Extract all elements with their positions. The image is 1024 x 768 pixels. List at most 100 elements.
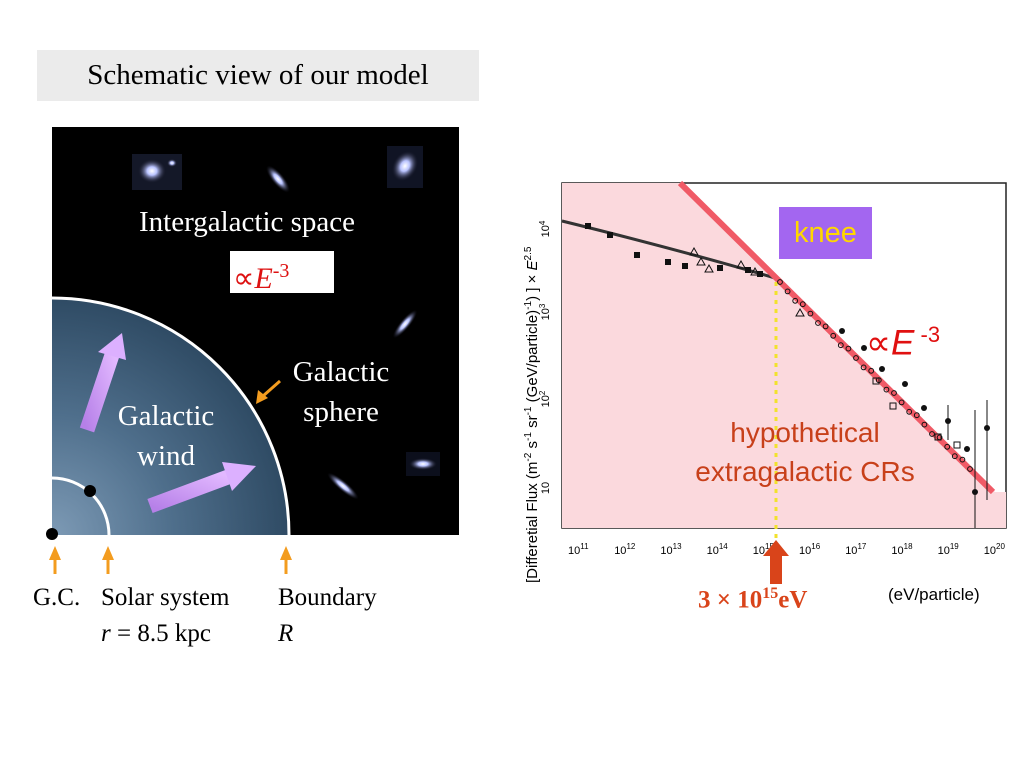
data-point: [959, 456, 966, 463]
ylabel-exp: -1: [523, 406, 534, 416]
data-point: [929, 431, 935, 437]
energy-unit-label: (eV/particle): [888, 585, 980, 604]
data-point: [795, 307, 805, 317]
energy-exponent: 15: [762, 585, 779, 602]
data-point: [822, 323, 829, 330]
data-point: [839, 328, 845, 334]
x-tick-label: 1019: [938, 542, 960, 557]
x-tick-label: 1012: [614, 542, 636, 557]
x-axis-ticks: 1011 1012 1013 1014 1015 1016 1017 1018 1019 1020: [568, 542, 1005, 557]
x-tick-label: 1015: [753, 542, 775, 557]
galactic-sphere-boundary: [51, 296, 291, 536]
ylabel-exp: 2.5: [523, 246, 534, 261]
galactic-sphere-line-2: sphere: [303, 396, 379, 428]
y-axis-label: [Differetial Flux (m-2 s-1 sr-1 (GeV/par…: [523, 247, 541, 583]
data-point: [736, 259, 746, 269]
wind-arrow-right: [147, 462, 256, 514]
radius-value: = 8.5 kpc: [110, 620, 211, 647]
galactic-sphere-line-1: Galactic: [292, 356, 390, 388]
x-tick-label: 1017: [845, 542, 867, 557]
intergalactic-power-law-box: ∝E-3: [230, 251, 334, 295]
data-point: [750, 266, 760, 276]
ylabel-exp: -2: [523, 452, 534, 462]
wind-arrow-up: [79, 333, 126, 433]
data-point: [883, 386, 890, 393]
ylabel-main: [Differetial Flux (m: [524, 461, 541, 583]
galaxy-icon: [266, 165, 290, 193]
galactic-center-dot: [46, 528, 58, 540]
galactic-wind-line-1: Galactic: [117, 400, 215, 432]
x-tick-label: 1020: [984, 542, 1006, 557]
data-point: [717, 265, 723, 271]
boundary-label: Boundary: [278, 584, 377, 611]
ylabel-exp: -1: [523, 432, 534, 441]
y-tick-label: 10: [540, 482, 552, 494]
x-tick-label: 1011: [568, 542, 589, 557]
spectrum-plot: 104 103 102 10 1011 1012 1013 1014 1015 1016 1017…: [538, 180, 1007, 557]
y-tick-label: 103: [538, 303, 552, 320]
data-point: [944, 443, 951, 450]
data-point: [953, 441, 961, 449]
gc-label: G.C.: [33, 584, 81, 611]
data-point: [815, 320, 821, 326]
data-point: [868, 367, 875, 374]
boundary-symbol: R: [278, 620, 293, 648]
data-point: [921, 421, 928, 428]
boundary-marker-arrow: [280, 546, 292, 574]
galaxy-icon: [406, 452, 440, 476]
knee-label: knee: [779, 207, 872, 259]
energy-symbol: E: [254, 262, 273, 295]
ylabel-main: s: [524, 441, 541, 453]
data-point: [682, 263, 688, 269]
data-point: [934, 433, 942, 441]
data-point: [607, 232, 613, 238]
boundary-r: R: [278, 620, 294, 647]
galactic-sphere-label: Galactic sphere: [282, 352, 400, 432]
data-point: [665, 259, 671, 265]
data-point: [913, 412, 920, 419]
x-tick-label: 1018: [891, 542, 913, 557]
data-point: [964, 446, 970, 452]
data-point: [784, 288, 791, 295]
solar-system-dot: [84, 485, 96, 497]
exponent: -3: [272, 260, 290, 282]
x-tick-label: 1014: [707, 542, 729, 557]
data-point: [696, 256, 706, 266]
data-point: [745, 267, 751, 273]
data-point: [902, 381, 908, 387]
data-point: [704, 263, 714, 273]
sphere-pointer-arrow: [256, 379, 281, 404]
proportional-symbol: ∝: [233, 262, 255, 295]
knee-energy-label: 3 × 1015eV: [698, 585, 807, 614]
data-point: [967, 466, 973, 472]
y-tick-label: 102: [538, 390, 552, 407]
measurement-points: [585, 223, 990, 528]
y-tick-label: 104: [538, 220, 552, 237]
ylabel-energy: E: [524, 260, 541, 271]
data-point: [889, 402, 897, 410]
schematic-panel: [46, 127, 459, 574]
data-point: [837, 342, 844, 349]
galaxy-icon: [392, 309, 418, 339]
x-tick-label: 1016: [799, 542, 821, 557]
data-point: [860, 364, 867, 371]
galactic-wind-label: Galactic wind: [102, 396, 230, 476]
data-point: [879, 366, 885, 372]
extragalactic-shaded-region: [562, 183, 1006, 528]
galactic-wind-line-2: wind: [137, 440, 195, 472]
knee-energy-arrow: [763, 540, 789, 584]
data-point: [853, 355, 859, 361]
solar-radius-label: r = 8.5 kpc: [101, 620, 211, 648]
slide-title: Schematic view of our model: [37, 50, 479, 101]
x-tick-label: 1013: [660, 542, 682, 557]
power-exponent: -3: [914, 322, 941, 347]
data-point: [951, 453, 958, 460]
solar-marker-arrow: [102, 546, 114, 574]
data-point: [757, 271, 763, 277]
data-point: [807, 310, 814, 317]
galaxy-icon: [327, 472, 359, 500]
intergalactic-space-label: Intergalactic space: [139, 206, 356, 238]
data-point: [585, 223, 591, 229]
ylabel-exp: -1: [523, 300, 534, 310]
data-point: [891, 390, 897, 396]
